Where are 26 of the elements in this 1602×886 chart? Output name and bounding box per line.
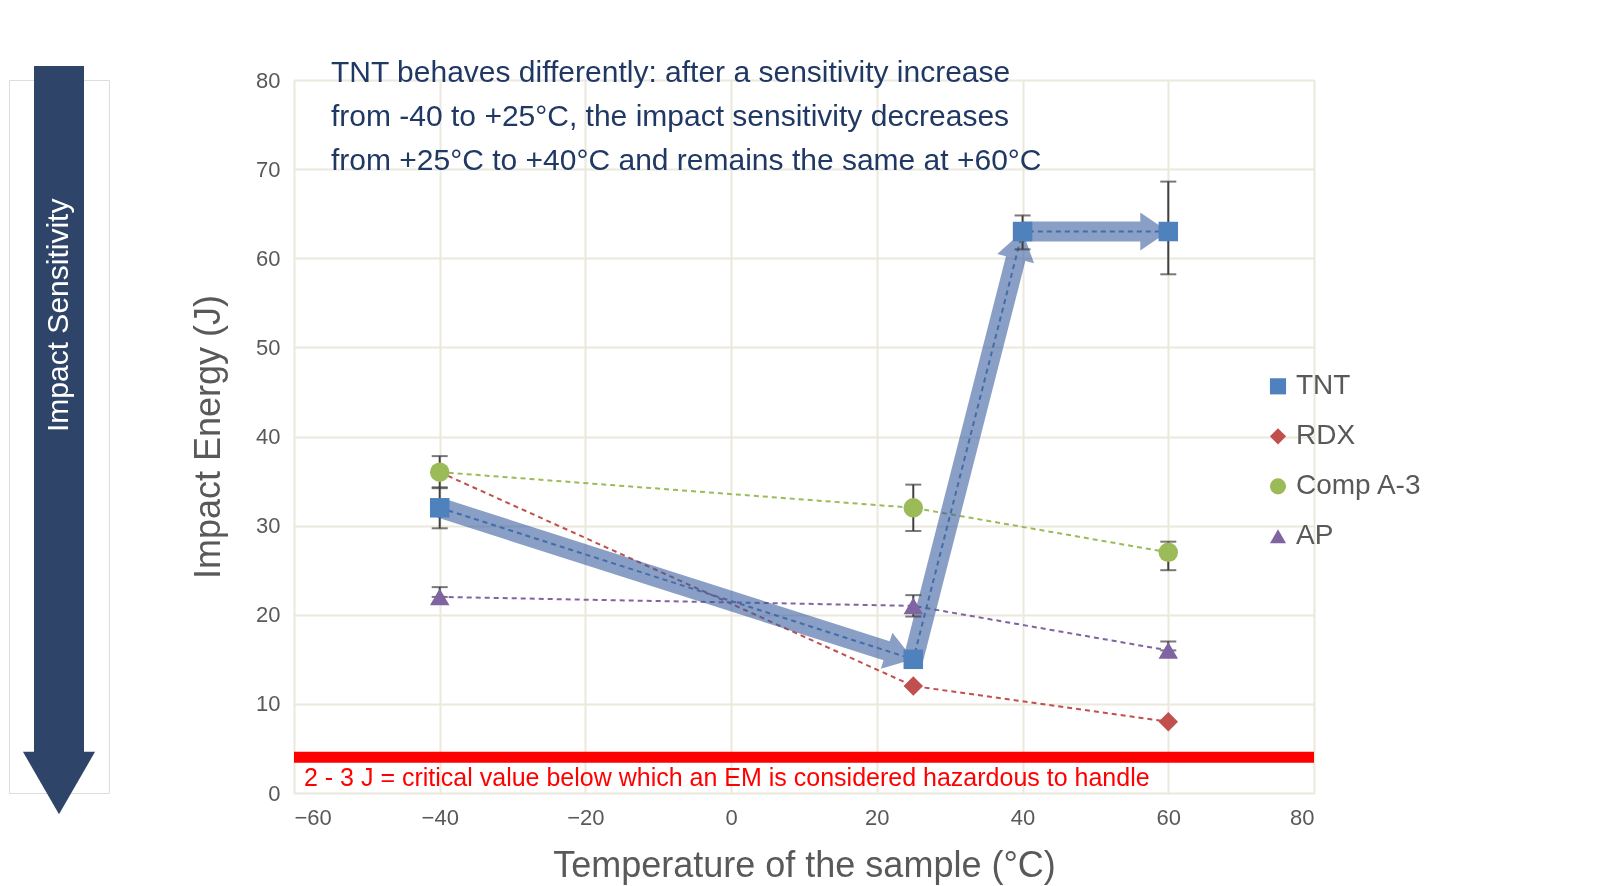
x-tick-label: −20 (567, 804, 605, 830)
y-tick-label: 10 (256, 691, 281, 717)
legend-label: RDX (1296, 419, 1356, 451)
legend-label: TNT (1296, 369, 1351, 401)
y-tick-label: 70 (256, 156, 281, 182)
legend-label: Comp A-3 (1296, 469, 1421, 501)
y-tick-label: 40 (256, 424, 281, 449)
y-tick-label: 60 (256, 245, 281, 271)
x-tick-label: 80 (1290, 804, 1315, 830)
x-axis-title: Temperature of the sample (°C) (553, 843, 1056, 885)
y-tick-label: 50 (256, 334, 281, 360)
text: Impact Sensitivity (41, 198, 74, 432)
x-tick-label: 20 (865, 804, 890, 830)
y-tick-label: 80 (256, 67, 281, 93)
x-tick-label: 0 (725, 804, 738, 830)
x-tick-label: 40 (1010, 804, 1036, 830)
y-axis-title: Impact Energy (J) (187, 294, 229, 580)
ref-line-label: 2 - 3 J = critical value below which an EM is considered hazardous to handle (304, 763, 1150, 792)
x-tick-label: −60 (294, 804, 332, 830)
y-tick-label: 0 (268, 780, 281, 806)
y-tick-label: 30 (256, 513, 281, 539)
y-tick-label: 20 (256, 602, 281, 628)
text: TNT behaves differently: after a sensitivity increase from -40 to +25°C, the impact sensitivity decreases from +25°C to +40°C and remains the same at +60°C (331, 55, 1042, 176)
x-tick-label: −40 (421, 804, 459, 830)
x-tick-label: 60 (1156, 804, 1182, 830)
legend-label: AP (1296, 519, 1334, 551)
